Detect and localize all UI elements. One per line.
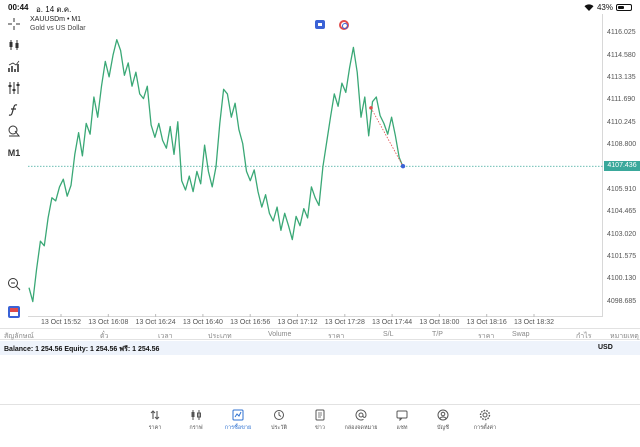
y-tick-label: 4113.135 — [607, 73, 636, 81]
function-icon[interactable] — [4, 102, 24, 118]
y-tick-label: 4111.690 — [607, 96, 636, 104]
history-icon — [274, 410, 284, 420]
column-header[interactable]: ประเภท — [208, 333, 232, 340]
x-tick-label: 13 Oct 17:28 — [324, 319, 365, 326]
x-tick-label: 13 Oct 18:16 — [466, 319, 507, 326]
symbol-title: XAUUSDm • M1 — [30, 16, 82, 23]
x-tick-label: 13 Oct 16:24 — [135, 319, 176, 326]
x-tick-label: 13 Oct 17:44 — [372, 319, 413, 326]
column-header[interactable]: เวลา — [158, 333, 173, 340]
order-connector-line — [370, 107, 404, 167]
x-tick-label: 13 Oct 16:08 — [88, 319, 129, 326]
timeframe-button[interactable]: M1 — [7, 148, 21, 158]
column-header[interactable]: สัญลักษณ์ — [4, 333, 34, 340]
crosshair-icon[interactable] — [4, 16, 24, 32]
nav-item-label: แชท — [396, 425, 408, 431]
y-tick-label: 4116.025 — [607, 29, 636, 37]
sliders-icon[interactable] — [4, 80, 24, 96]
wifi-icon — [584, 4, 594, 11]
chat-icon — [396, 410, 408, 421]
nav-item-label: การซื้อขาย — [224, 425, 252, 431]
battery-icon — [616, 4, 632, 11]
zoom-icon[interactable] — [4, 276, 24, 292]
nav-item-mailbox[interactable]: กล่องจดหมาย — [341, 409, 381, 432]
column-header[interactable]: Volume — [268, 331, 292, 338]
last-price-point — [400, 164, 406, 169]
nav-item-chart[interactable]: กราฟ — [176, 409, 216, 432]
current-price-tag: 4107.436 — [604, 161, 640, 172]
column-header[interactable]: S/L — [383, 331, 394, 338]
nav-item-label: ประวัติ — [270, 425, 288, 431]
y-tick-label: 4110.245 — [607, 118, 636, 126]
column-header[interactable]: หมายเหตุ — [610, 333, 639, 340]
account-icon — [437, 409, 449, 421]
nav-item-label: กราฟ — [189, 425, 203, 431]
price-chart-area[interactable]: XAUUSDm • M1 Gold vs US Dollar 4116.025 4… — [28, 14, 640, 330]
chart-icon — [191, 410, 201, 420]
price-series-line — [28, 39, 404, 303]
y-tick-label: 4108.800 — [607, 141, 637, 149]
candlestick-icon[interactable] — [4, 37, 24, 53]
column-header[interactable]: ตั๋ว — [100, 333, 109, 340]
column-header[interactable]: Swap — [512, 331, 530, 338]
news-icon — [315, 409, 325, 421]
column-header[interactable]: ราคา — [328, 333, 345, 340]
price-chart — [28, 39, 603, 317]
chart-badges — [315, 20, 349, 30]
y-tick-label: 4098.685 — [607, 297, 637, 305]
x-tick-label: 13 Oct 18:00 — [419, 319, 460, 326]
nav-item-settings[interactable]: การตั้งค่า — [465, 409, 505, 432]
x-tick-label: 13 Oct 16:40 — [182, 319, 223, 326]
chart-toolbar: M1 — [0, 14, 28, 330]
balance-summary: Balance: 1 254.56 Equity: 1 254.56 ฟรี: … — [4, 346, 160, 353]
indicators-icon[interactable] — [4, 59, 24, 75]
y-tick-label: 4104.465 — [607, 208, 637, 216]
y-tick-label: 4101.575 — [607, 253, 637, 261]
x-tick-label: 13 Oct 17:12 — [277, 319, 318, 326]
y-tick-label: 4100.130 — [607, 275, 637, 283]
nav-item-trade[interactable]: การซื้อขาย — [218, 409, 258, 432]
x-tick-label: 13 Oct 16:56 — [230, 319, 271, 326]
balance-row: Balance: 1 254.56 Equity: 1 254.56 ฟรี: … — [0, 341, 640, 355]
trade-icon — [232, 409, 244, 421]
nav-item-label: การตั้งค่า — [473, 425, 497, 431]
y-tick-label: 4103.020 — [607, 230, 637, 238]
order-open-point — [369, 106, 373, 110]
bottom-nav: ราคา กราฟ การซื้อขาย ประวัติ ข่าว กล่องจดหมาย… — [0, 404, 640, 447]
status-right: 43% — [584, 3, 632, 12]
trade-badge-icon[interactable] — [315, 20, 325, 29]
x-tick-label: 13 Oct 18:32 — [513, 319, 555, 326]
mailbox-icon — [355, 409, 367, 421]
nav-item-label: ราคา — [148, 425, 162, 431]
x-tick-label: 13 Oct 15:52 — [40, 319, 82, 326]
battery-percent: 43% — [596, 3, 613, 12]
quotes-icon — [150, 410, 160, 420]
status-time: 00:44 — [8, 3, 29, 12]
status-bar: 00:44 อ. 14 ต.ค. 43% — [0, 0, 640, 14]
nav-item-label: ข่าว — [315, 425, 325, 431]
column-header[interactable]: กำไร — [576, 333, 592, 340]
nav-item-news[interactable]: ข่าว — [300, 409, 340, 432]
y-tick-label: 4114.580 — [607, 51, 636, 59]
column-header[interactable]: ราคา — [478, 333, 495, 340]
nav-item-label: บัญชี — [437, 425, 449, 431]
trade-table-header: สัญลักษณ์ ตั๋ว เวลา ประเภท Volume ราคา S/L T/P ร… — [0, 328, 640, 340]
nav-item-label: กล่องจดหมาย — [344, 425, 378, 431]
nav-item-history[interactable]: ประวัติ — [259, 409, 299, 432]
nav-item-chat[interactable]: แชท — [382, 409, 422, 432]
column-header[interactable]: T/P — [432, 331, 443, 338]
symbol-description: Gold vs US Dollar — [30, 25, 86, 32]
nav-item-quotes[interactable]: ราคา — [135, 409, 175, 432]
account-currency: USD — [598, 344, 613, 351]
settings-icon — [479, 409, 491, 421]
nav-item-account[interactable]: บัญชี — [423, 409, 463, 432]
chart-frame — [28, 14, 603, 317]
one-click-trading-icon[interactable] — [4, 304, 24, 320]
signal-badge-icon[interactable] — [339, 20, 349, 30]
y-tick-label: 4105.910 — [607, 185, 637, 193]
status-date: อ. 14 ต.ค. — [36, 5, 72, 14]
objects-icon[interactable] — [4, 123, 24, 139]
